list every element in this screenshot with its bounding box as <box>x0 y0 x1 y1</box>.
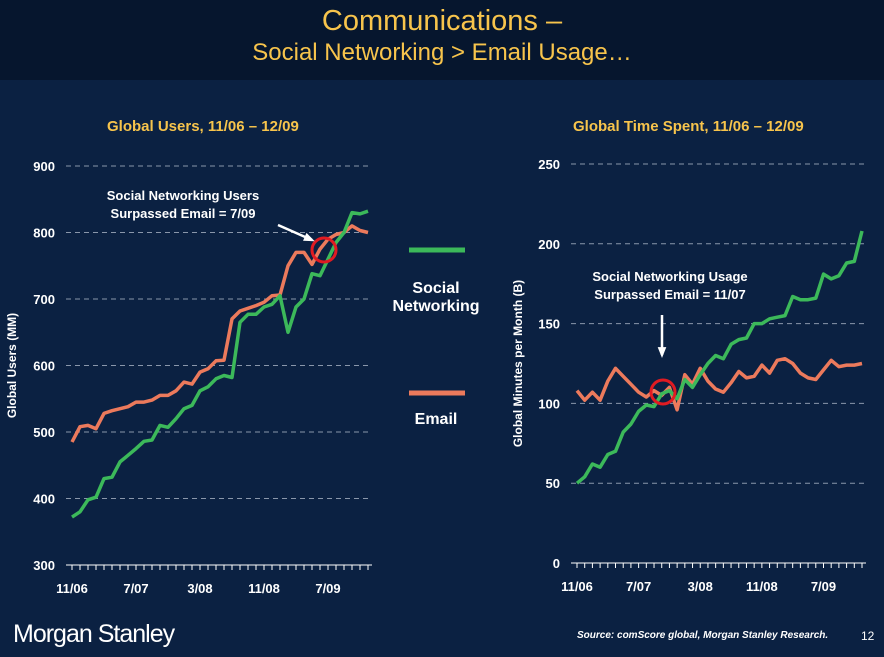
x-tick-label: 7/07 <box>626 579 651 594</box>
y-axis-label: Global Users (MM) <box>5 313 19 418</box>
y-tick-label: 250 <box>538 157 560 172</box>
y-tick-label: 0 <box>553 556 560 571</box>
y-tick-label: 500 <box>33 425 55 440</box>
x-tick-label: 11/08 <box>248 581 280 596</box>
annotation-text: Social Networking Users <box>107 188 259 203</box>
annotation-text: Surpassed Email = 11/07 <box>594 287 745 302</box>
x-tick-label: 11/06 <box>56 581 88 596</box>
x-tick-label: 7/07 <box>123 581 148 596</box>
arrow-head-icon <box>657 347 667 358</box>
chart-title-users: Global Users, 11/06 – 12/09 <box>107 118 299 135</box>
y-axis-label: Global Minutes per Month (B) <box>511 280 525 447</box>
crossover-circle <box>310 236 338 264</box>
y-tick-label: 200 <box>538 237 560 252</box>
y-tick-label: 50 <box>546 476 560 491</box>
slide-title: Communications – <box>321 5 563 37</box>
source-note: Source: comScore global, Morgan Stanley … <box>577 630 829 641</box>
series-line-social-networking <box>71 209 369 519</box>
x-tick-label: 3/08 <box>688 579 713 594</box>
x-tick-label: 3/08 <box>187 581 212 596</box>
x-tick-label: 7/09 <box>315 581 340 596</box>
annotation-text: Social Networking Usage <box>592 269 747 284</box>
arrow-head-icon <box>303 232 315 242</box>
legend-social-label: Social Networking <box>392 280 480 315</box>
slide-subtitle: Social Networking > Email Usage… <box>252 39 632 66</box>
slide-header: Communications – Social Networking > Ema… <box>0 0 884 80</box>
y-tick-label: 900 <box>33 159 55 174</box>
series-line-email <box>575 356 863 412</box>
y-tick-label: 600 <box>33 359 55 374</box>
morgan-stanley-logo: Morgan Stanley <box>13 620 175 648</box>
y-tick-label: 800 <box>33 226 55 241</box>
crossover-circle <box>649 378 677 406</box>
chart-title-time: Global Time Spent, 11/06 – 12/09 <box>573 118 804 135</box>
legend-email-label: Email <box>414 411 458 428</box>
x-tick-label: 7/09 <box>811 579 836 594</box>
page-number: 12 <box>861 629 875 643</box>
y-tick-label: 400 <box>33 492 55 507</box>
x-tick-label: 11/06 <box>561 579 593 594</box>
y-tick-label: 300 <box>33 558 55 573</box>
y-tick-label: 700 <box>33 292 55 307</box>
annotation-text: Surpassed Email = 7/09 <box>111 206 256 221</box>
series-line-email <box>70 224 369 443</box>
y-tick-label: 150 <box>538 317 560 332</box>
y-tick-label: 100 <box>538 396 560 411</box>
x-tick-label: 11/08 <box>746 579 778 594</box>
series-line-social-networking <box>575 230 864 485</box>
